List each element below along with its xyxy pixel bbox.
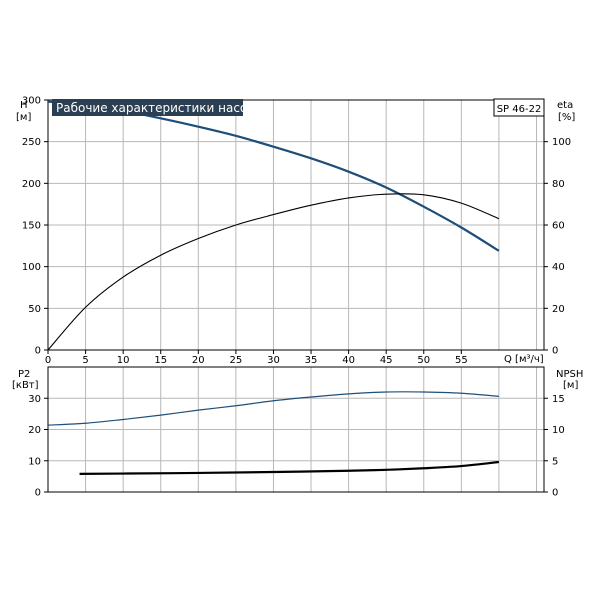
y-left-H-tick-label: 300 (22, 96, 41, 107)
y-right-eta-tick-label: 80 (552, 179, 565, 190)
x-axis-label: Q [м³/ч] (504, 354, 544, 365)
y-right-NPSH-tick-label: 10 (552, 425, 565, 436)
y-right-NPSH-tick-label: 15 (552, 394, 565, 405)
x-tick-label: 45 (380, 355, 393, 366)
grid (48, 99, 544, 492)
y-right-eta-tick-label: 100 (552, 137, 571, 148)
series-eta-line (47, 193, 500, 351)
model-label: SP 46-22 (497, 104, 542, 115)
y-left-P2-tick-label: 0 (35, 488, 41, 499)
model-box (493, 98, 545, 117)
y-right-NPSH-tick-label: 5 (552, 456, 558, 467)
y-left-unit-P2: [кВт] (12, 380, 39, 391)
y-right-label-eta: eta (557, 100, 573, 111)
y-right-unit-eta: [%] (558, 112, 575, 123)
y-right-eta-tick-label: 60 (552, 221, 565, 232)
title-box (52, 99, 243, 116)
x-tick-label: 40 (342, 355, 355, 366)
x-tick-label: 15 (154, 355, 167, 366)
chart-title: Рабочие характеристики насоса (56, 101, 261, 115)
y-right-unit-NPSH: [м] (563, 380, 578, 391)
y-left-H-tick-label: 50 (28, 304, 41, 315)
x-tick-label: 10 (117, 355, 130, 366)
y-left-H-tick-label: 200 (22, 179, 41, 190)
series-NPSH-line (47, 391, 499, 426)
y-left-unit-H: [м] (16, 112, 31, 123)
x-tick-label: 35 (305, 355, 318, 366)
y-right-eta-tick-label: 0 (552, 346, 558, 357)
x-tick-label: 5 (82, 355, 88, 366)
y-left-H-tick-label: 150 (22, 221, 41, 232)
x-tick-label: 55 (455, 355, 468, 366)
plot-frames (47, 99, 545, 493)
x-tick-label: 50 (417, 355, 430, 366)
y-left-P2-tick-label: 30 (28, 394, 41, 405)
y-left-H-tick-label: 250 (22, 137, 41, 148)
y-right-label-NPSH: NPSH (556, 369, 583, 380)
y-left-P2-tick-label: 10 (28, 456, 41, 467)
x-tick-label: 20 (192, 355, 205, 366)
axis-ticks: 0 5 10 15 20 25 30 35 40 45 50 55050100150200250300… (22, 96, 571, 499)
y-left-label-P2: P2 (18, 369, 30, 380)
x-tick-label: 30 (267, 355, 280, 366)
y-left-label-H: H (20, 100, 28, 111)
x-tick-label: 0 (45, 355, 51, 366)
y-right-eta-tick-label: 40 (552, 262, 565, 273)
y-right-NPSH-tick-label: 0 (552, 488, 558, 499)
y-right-eta-tick-label: 20 (552, 304, 565, 315)
y-left-P2-tick-label: 20 (28, 425, 41, 436)
x-tick-label: 25 (230, 355, 243, 366)
series-P2-line (79, 460, 500, 475)
y-left-H-tick-label: 0 (35, 346, 41, 357)
y-left-H-tick-label: 100 (22, 262, 41, 273)
